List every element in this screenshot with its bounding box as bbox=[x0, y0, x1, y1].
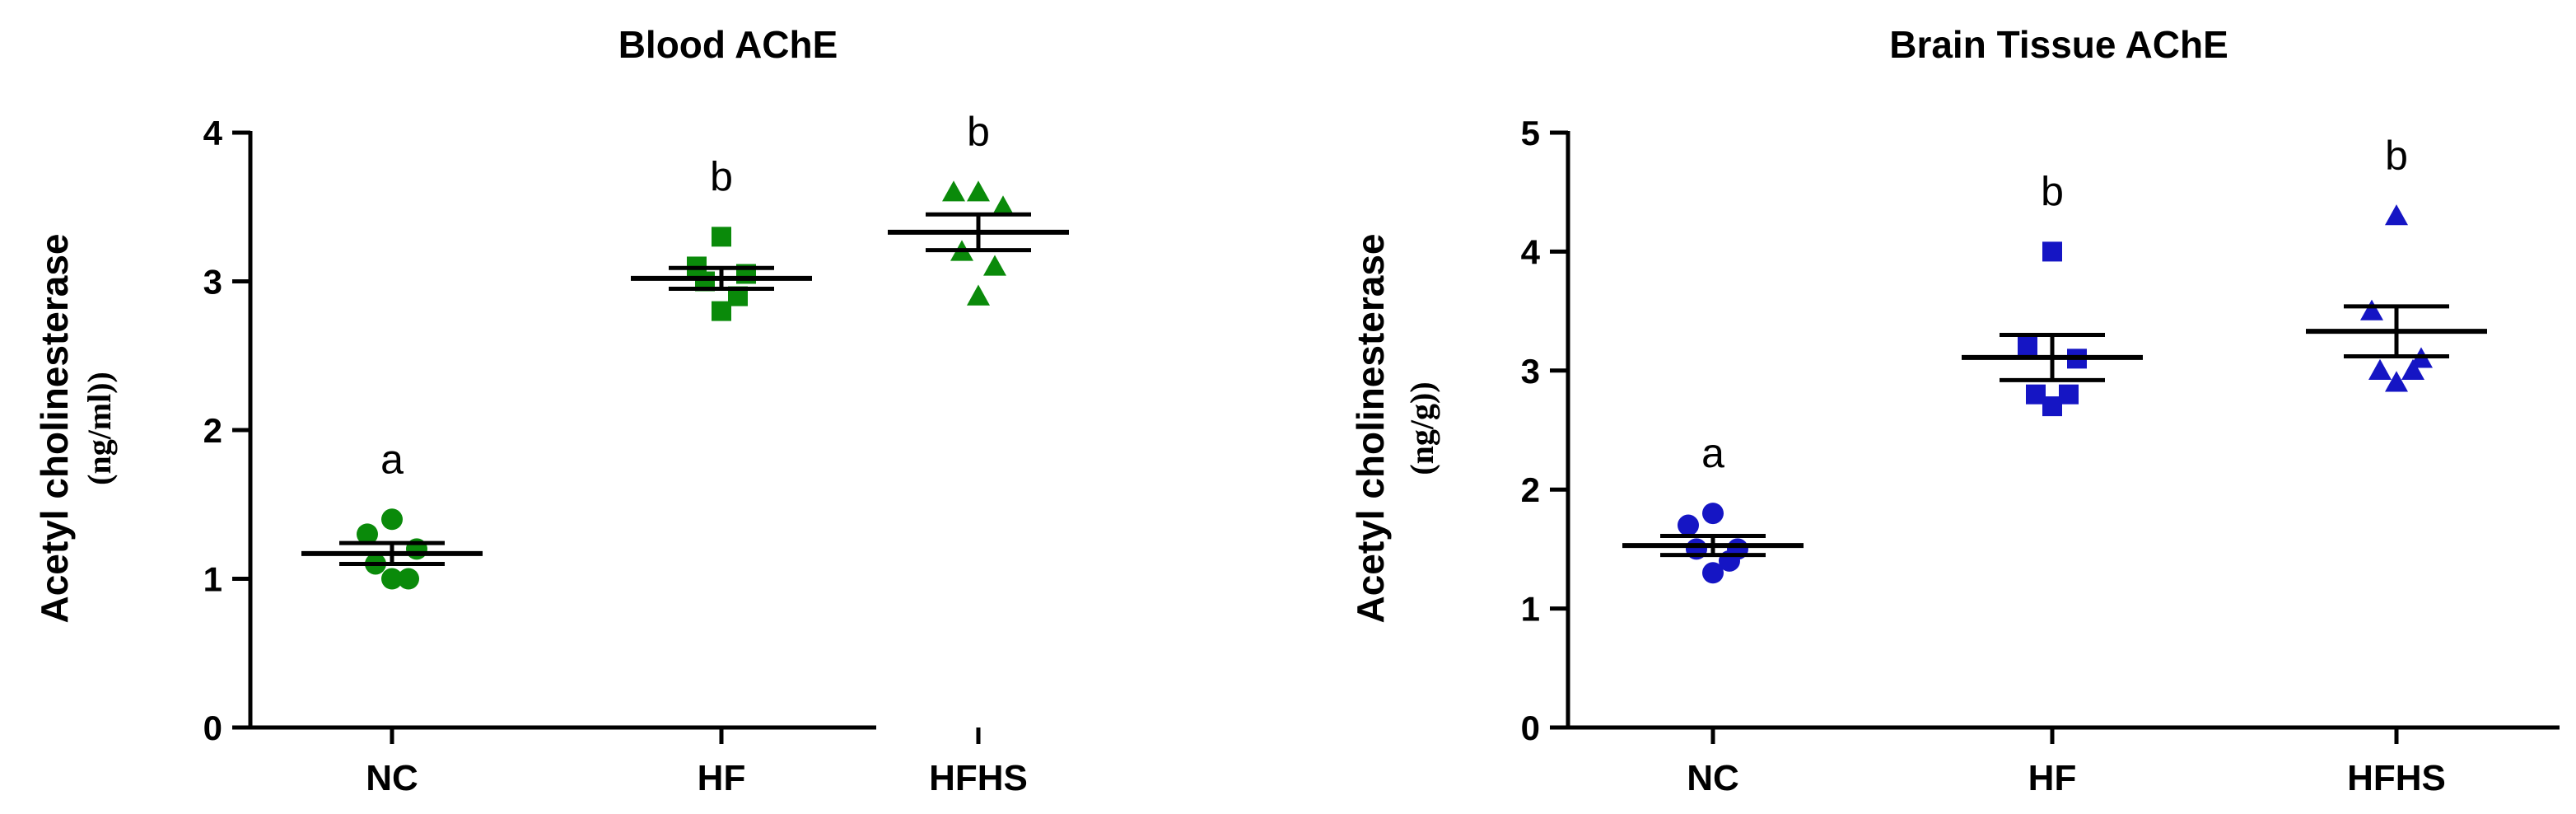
y-tick-label: 3 bbox=[203, 263, 222, 302]
y-tick-label: 1 bbox=[203, 560, 222, 599]
significance-letter: a bbox=[380, 436, 404, 482]
data-point bbox=[2042, 241, 2062, 262]
chart-title: Blood AChE bbox=[618, 23, 838, 66]
data-point bbox=[2360, 299, 2383, 320]
y-tick-label: 4 bbox=[1521, 232, 1541, 271]
significance-letter: b bbox=[710, 153, 733, 199]
brain-tissue-ache-panel: Brain Tissue AChE Acetyl cholinesterase … bbox=[1349, 23, 2560, 798]
y-axis-label: Acetyl cholinesterase bbox=[1349, 233, 1392, 623]
y-tick-label: 2 bbox=[1521, 470, 1540, 509]
y-tick-label: 3 bbox=[1521, 352, 1540, 391]
data-point bbox=[2018, 336, 2037, 357]
y-tick-label: 5 bbox=[1521, 114, 1540, 152]
y-tick-label: 4 bbox=[203, 114, 223, 152]
data-point bbox=[1702, 503, 1724, 525]
significance-letter: a bbox=[1701, 430, 1724, 476]
data-point bbox=[357, 523, 378, 545]
x-tick-label: HF bbox=[2028, 758, 2077, 798]
chart-marks: 0 1 2 3 4 NC HF HFHS a b b bbox=[203, 109, 1069, 798]
data-point bbox=[2368, 358, 2392, 380]
data-point bbox=[2042, 396, 2062, 417]
significance-letter: b bbox=[2385, 133, 2408, 179]
data-point bbox=[967, 180, 990, 202]
data-point bbox=[967, 284, 990, 306]
y-tick-label: 0 bbox=[1521, 709, 1540, 747]
x-tick-label: HF bbox=[698, 758, 746, 798]
data-point bbox=[992, 195, 1015, 217]
y-tick-label: 0 bbox=[203, 709, 222, 747]
data-point bbox=[2385, 371, 2408, 392]
x-tick-label: HFHS bbox=[929, 758, 1028, 798]
data-point bbox=[398, 568, 419, 590]
blood-ache-panel: Blood AChE Acetyl cholinesterase (ng/ml)… bbox=[33, 23, 1069, 798]
y-tick-label: 1 bbox=[1521, 590, 1540, 629]
y-axis-unit: (ng/ml)) bbox=[81, 372, 118, 485]
x-tick-label: NC bbox=[366, 758, 418, 798]
x-tick-label: NC bbox=[1687, 758, 1739, 798]
significance-letter: b bbox=[2041, 168, 2064, 214]
chart-title: Brain Tissue AChE bbox=[1889, 23, 2228, 66]
significance-letter: b bbox=[967, 109, 990, 155]
data-point bbox=[1678, 514, 1699, 536]
data-point bbox=[2385, 204, 2408, 226]
data-point bbox=[712, 227, 731, 247]
data-point bbox=[983, 255, 1006, 276]
y-axis-label: Acetyl cholinesterase bbox=[33, 233, 76, 623]
data-point bbox=[712, 301, 731, 321]
y-axis-unit: (ng/g)) bbox=[1403, 381, 1440, 475]
data-point bbox=[381, 508, 403, 531]
data-point bbox=[381, 568, 403, 590]
data-point bbox=[942, 180, 965, 202]
x-tick-label: HFHS bbox=[2347, 758, 2446, 798]
data-point bbox=[2401, 358, 2424, 380]
chart-marks: 0 1 2 3 4 5 NC HF HFHS a b b bbox=[1521, 114, 2560, 798]
y-tick-label: 2 bbox=[203, 411, 222, 450]
data-point bbox=[1702, 562, 1724, 584]
